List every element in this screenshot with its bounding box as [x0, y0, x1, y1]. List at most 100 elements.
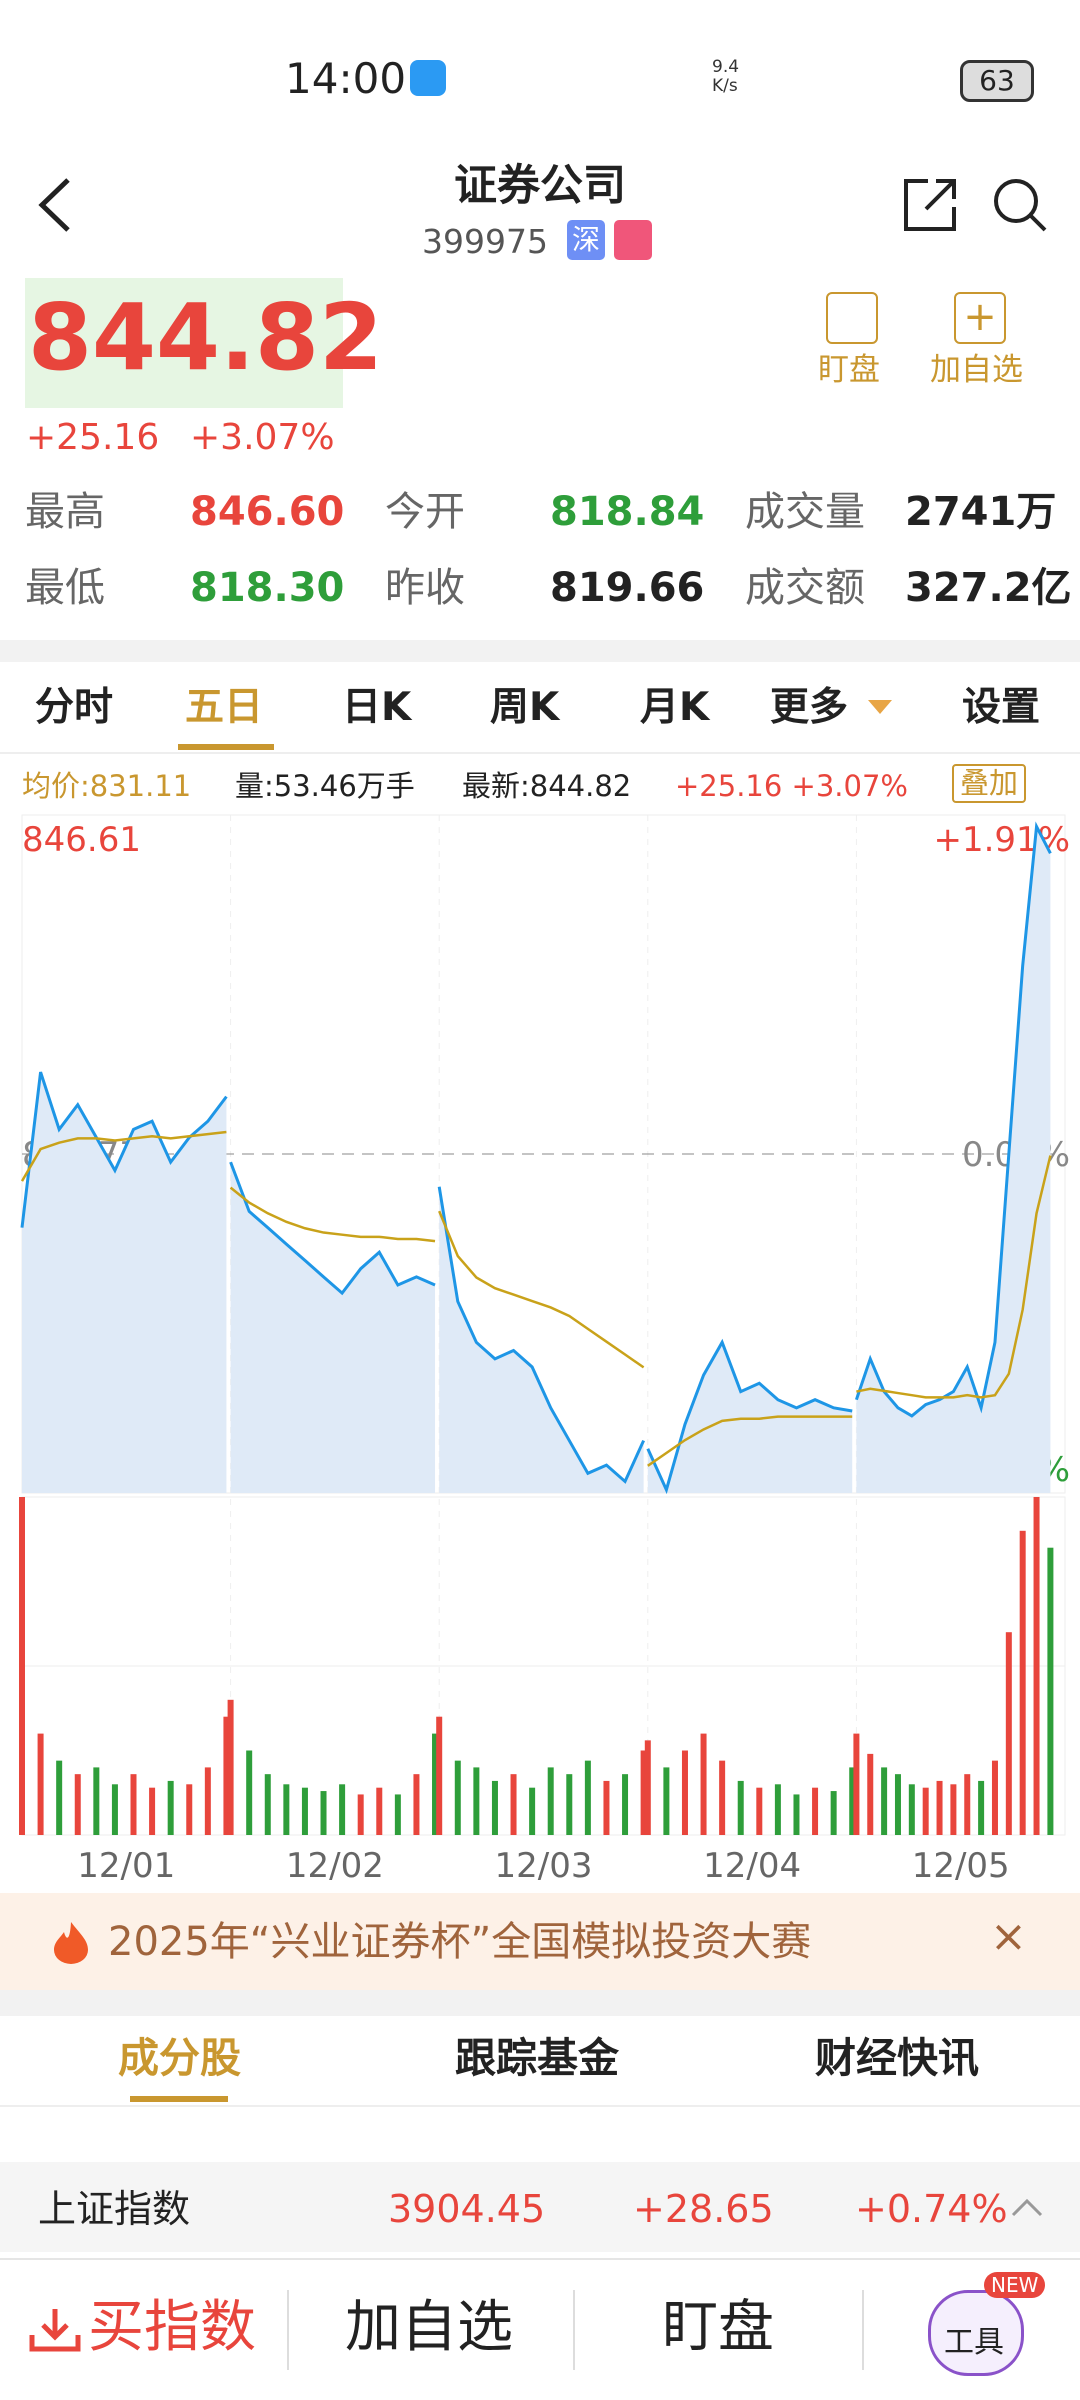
tab[interactable]: 分时 — [35, 685, 114, 730]
tab[interactable]: 月K — [640, 685, 710, 730]
buy-button[interactable]: 买指数 — [88, 2295, 256, 2360]
volume-bar — [922, 1787, 929, 1835]
volume-bar — [1019, 1530, 1026, 1835]
change: +25.16 — [26, 417, 160, 458]
volume-bar — [339, 1784, 346, 1835]
stat-value: 846.60 — [190, 489, 345, 535]
close-button[interactable]: × — [990, 1911, 1027, 1962]
price-area — [230, 1162, 436, 1493]
x-tick-label: 12/01 — [77, 1846, 175, 1886]
fire-icon — [54, 1922, 88, 1964]
ticker-change: +28.65 — [633, 2187, 774, 2231]
overlay-button[interactable]: 叠加 — [952, 764, 1027, 803]
add-label[interactable]: 加自选 — [930, 352, 1023, 388]
volume-bar — [640, 1750, 647, 1835]
price-line — [229, 1161, 436, 1296]
stat-value: 2741万 — [905, 489, 1057, 535]
volume-bar — [719, 1760, 726, 1835]
avg-line — [438, 1210, 645, 1369]
volume-bar — [111, 1784, 118, 1835]
expand-caret[interactable] — [1010, 2195, 1044, 2219]
stat-value: 818.30 — [190, 565, 345, 611]
volume-bar — [1005, 1632, 1012, 1835]
x-tick-label: 12/03 — [495, 1846, 593, 1886]
caret — [1011, 2198, 1043, 2217]
app-icon — [410, 60, 446, 96]
volume-bar — [491, 1780, 498, 1835]
subtab[interactable]: 财经快讯 — [815, 2034, 979, 2082]
volume-bar — [812, 1787, 819, 1835]
volume-bar — [37, 1733, 44, 1835]
tab[interactable]: 日K — [342, 685, 412, 730]
x-tick-label: 12/05 — [912, 1846, 1010, 1886]
share-button[interactable] — [900, 175, 960, 235]
volume-bar — [167, 1780, 174, 1835]
tab-underline — [178, 744, 274, 750]
subtab[interactable]: 成分股 — [118, 2034, 241, 2082]
bottom-separator — [573, 2290, 575, 2370]
volume-bar — [603, 1780, 610, 1835]
volume-bar — [950, 1784, 957, 1835]
stat-label: 最高 — [25, 489, 105, 535]
volume-bar — [283, 1784, 290, 1835]
watch-button[interactable]: 盯盘 — [662, 2295, 774, 2360]
change-pct: +3.07% — [190, 417, 335, 458]
volume-bar — [74, 1774, 81, 1835]
tab[interactable]: 五日 — [185, 685, 264, 730]
back-button[interactable] — [30, 175, 80, 235]
volume-bar — [436, 1716, 443, 1835]
tab[interactable]: 更多 — [770, 685, 849, 730]
volume-bar — [204, 1767, 211, 1835]
x-tick-label: 12/02 — [286, 1846, 384, 1886]
subtab[interactable]: 跟踪基金 — [455, 2034, 619, 2082]
volume-bar — [566, 1774, 573, 1835]
market-badge: 深 — [567, 220, 605, 260]
title: 证券公司 — [454, 161, 626, 211]
stat-value: 819.66 — [550, 565, 705, 611]
ticker-price: 3904.45 — [388, 2187, 546, 2231]
volume-bar — [894, 1774, 901, 1835]
alert-badge — [614, 220, 652, 260]
watch-icon[interactable] — [826, 292, 878, 344]
watch-label[interactable]: 盯盘 — [818, 352, 880, 388]
time: 14:00 — [285, 54, 407, 103]
volume-bar — [908, 1784, 915, 1835]
ticker-bar[interactable] — [0, 2162, 1080, 2252]
subtab-underline — [130, 2096, 228, 2102]
volume-bar — [936, 1780, 943, 1835]
search-icon — [994, 179, 1038, 223]
ticker-pct: +0.74% — [855, 2187, 1008, 2231]
avg-line — [647, 1415, 853, 1467]
volume-bar — [394, 1794, 401, 1835]
new-badge: NEW — [984, 2272, 1046, 2298]
volume-bar — [19, 1497, 25, 1835]
volume-bar — [301, 1787, 308, 1835]
avg-line — [856, 1155, 1052, 1399]
banner[interactable] — [0, 1893, 1080, 1990]
search-button[interactable] — [990, 175, 1050, 235]
volume-bar — [149, 1787, 156, 1835]
volume-bar — [264, 1774, 271, 1835]
chart: 846.61+1.91%830.770.00%814.93-1.91%12/01… — [19, 814, 1070, 1886]
add-icon[interactable]: + — [954, 292, 1006, 344]
volume-bar — [756, 1787, 763, 1835]
volume-bar — [376, 1787, 383, 1835]
volume-bar — [130, 1774, 137, 1835]
tools-label: 工具 — [944, 2325, 1004, 2360]
tools-icon[interactable] — [928, 2290, 1024, 2376]
code: 399975 — [422, 222, 548, 261]
latest-info: 最新:844.82 — [462, 769, 632, 803]
price-line — [437, 1186, 645, 1484]
volume-bar — [644, 1740, 651, 1835]
tab[interactable]: 周K — [490, 685, 560, 730]
x-tick-label: 12/04 — [703, 1846, 801, 1886]
tab[interactable]: 设置 — [962, 685, 1041, 730]
add-button[interactable]: 加自选 — [345, 2295, 513, 2360]
volume-bar — [413, 1774, 420, 1835]
buy-icon — [29, 2309, 81, 2352]
volume-bar — [1047, 1547, 1054, 1835]
volume-bar — [1033, 1497, 1040, 1835]
buy-arrow — [29, 2309, 81, 2352]
volume-bar — [663, 1767, 670, 1835]
